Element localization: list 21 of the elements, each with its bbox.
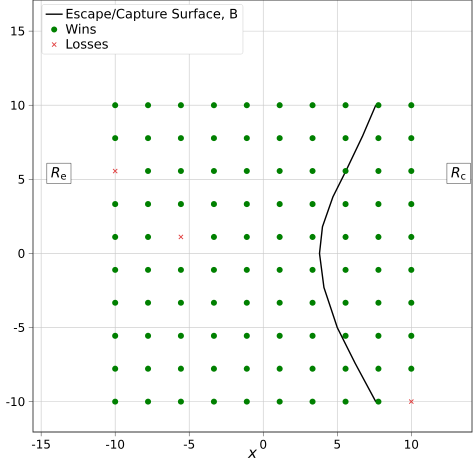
annotation: R$_{c}$: [451, 167, 466, 180]
y-tick-label: 10: [11, 100, 24, 110]
x-tick-label: 0: [260, 440, 266, 449]
point: [112, 168, 118, 174]
y-tick-label: 0: [18, 248, 24, 258]
y-tick-label: -5: [14, 323, 24, 332]
y-tick-label: 15: [11, 26, 24, 36]
x-tick-label: 5: [334, 440, 340, 449]
x-axis-title: x: [248, 450, 258, 458]
legend-label: Losses: [66, 39, 108, 49]
point: [178, 234, 184, 240]
point: [408, 399, 414, 404]
legend-label: Wins: [66, 24, 96, 34]
y-tick-label: -10: [6, 397, 24, 406]
annotation: R$_{e}$: [51, 167, 66, 180]
legend-label: Escape/Capture Surface, B: [66, 8, 238, 22]
x-tick-label: -10: [106, 440, 124, 449]
y-tick-label: 5: [18, 174, 24, 184]
x-tick-label: -5: [184, 440, 194, 449]
x-tick-label: 10: [405, 440, 418, 449]
x-tick-label: -15: [32, 440, 50, 449]
